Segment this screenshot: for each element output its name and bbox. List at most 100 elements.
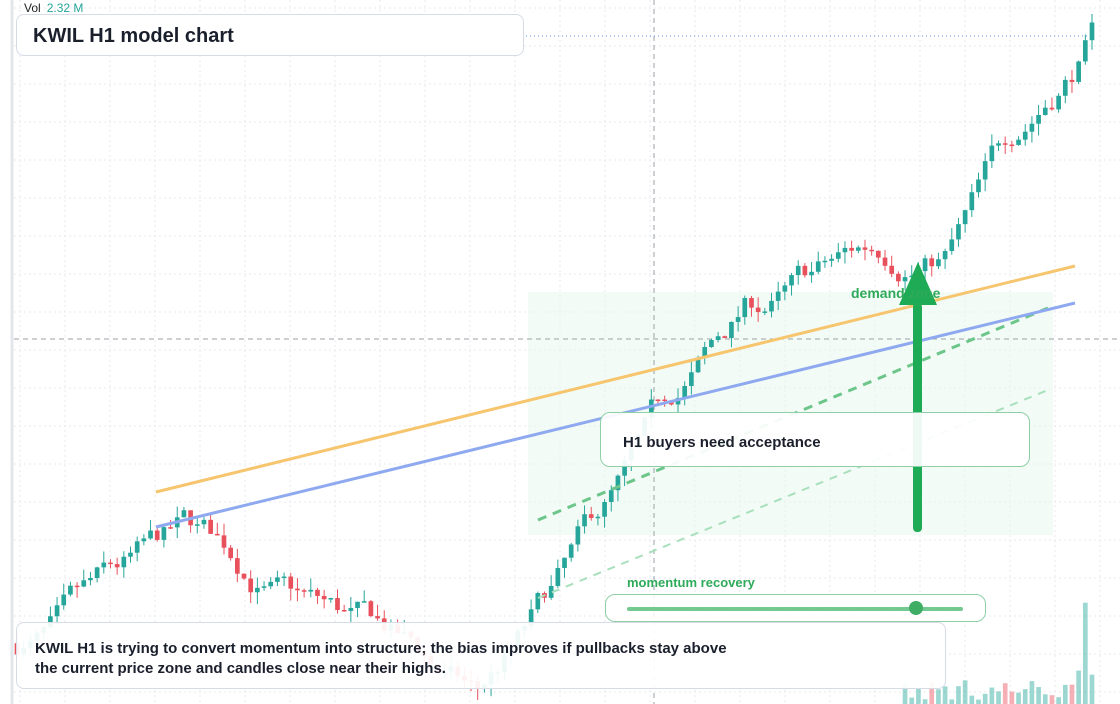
candle xyxy=(154,525,160,542)
candle xyxy=(1056,93,1061,113)
candle xyxy=(849,240,854,258)
candle xyxy=(301,588,307,598)
candle xyxy=(141,534,147,546)
candle xyxy=(1029,116,1035,143)
volume-bar xyxy=(936,689,941,704)
candle xyxy=(275,570,280,587)
candle xyxy=(829,254,834,267)
candle xyxy=(228,545,234,561)
candle xyxy=(81,569,87,588)
volume-bar xyxy=(1049,695,1055,704)
volume-bar xyxy=(922,699,928,704)
volume-bar xyxy=(902,684,908,704)
candle xyxy=(128,546,133,563)
candle xyxy=(882,249,888,271)
volume-bar xyxy=(949,699,955,704)
candle xyxy=(969,184,975,217)
volume-bar xyxy=(1082,602,1088,704)
candle xyxy=(121,551,127,578)
candle xyxy=(248,570,254,603)
candle xyxy=(996,140,1001,152)
candle xyxy=(188,510,193,533)
candle xyxy=(729,321,734,348)
candle xyxy=(802,263,808,278)
candle xyxy=(822,256,828,268)
candle xyxy=(194,518,200,534)
candle xyxy=(268,577,274,590)
candle xyxy=(855,245,861,254)
candle xyxy=(662,395,668,407)
candle xyxy=(535,591,541,614)
volume-bar xyxy=(1069,684,1075,704)
candle xyxy=(942,248,948,270)
candle xyxy=(582,505,587,534)
candle xyxy=(255,577,260,605)
volume-bar xyxy=(976,699,981,704)
candle xyxy=(88,571,93,586)
candle xyxy=(261,581,267,591)
candle xyxy=(201,517,207,529)
momentum-label: momentum recovery xyxy=(627,575,755,590)
candle xyxy=(956,217,961,247)
candle xyxy=(375,604,380,621)
volume-bar xyxy=(1022,689,1028,704)
volume-bar xyxy=(956,686,961,704)
momentum-knob xyxy=(908,601,923,615)
volume-bar xyxy=(969,695,975,704)
volume-bar xyxy=(989,687,995,704)
candle xyxy=(1042,100,1048,116)
chart-title-panel: KWIL H1 model chart xyxy=(16,14,524,56)
candle xyxy=(815,251,821,275)
candle xyxy=(722,335,728,339)
candle xyxy=(982,153,988,192)
candle xyxy=(208,514,213,534)
candle xyxy=(1036,104,1041,136)
candle xyxy=(355,601,360,618)
candle xyxy=(842,241,848,264)
candle xyxy=(1076,60,1081,85)
volume-bar xyxy=(962,680,968,704)
candle xyxy=(288,572,294,601)
candle xyxy=(889,255,895,278)
volume-bar xyxy=(1062,684,1068,704)
candle xyxy=(976,172,981,198)
candle xyxy=(361,590,367,603)
candle xyxy=(562,557,567,578)
candle xyxy=(575,519,581,552)
momentum-meter xyxy=(605,594,986,622)
candle xyxy=(161,524,167,548)
volume-bar xyxy=(1002,683,1008,704)
candle xyxy=(775,281,781,311)
candle xyxy=(936,252,941,270)
candle xyxy=(1049,97,1055,111)
candle xyxy=(1016,136,1021,146)
candle xyxy=(608,485,614,512)
candle xyxy=(1062,76,1068,104)
candle xyxy=(335,589,340,614)
candle xyxy=(702,341,708,365)
candle xyxy=(795,260,801,285)
volume-bar xyxy=(909,697,915,704)
candle xyxy=(789,273,794,296)
candle xyxy=(114,557,120,575)
candle xyxy=(68,581,73,597)
candle xyxy=(595,514,601,526)
candle xyxy=(134,536,140,562)
candle xyxy=(835,242,841,263)
candle xyxy=(281,572,287,587)
candle xyxy=(809,262,814,283)
volume-bars xyxy=(902,602,1095,704)
candle xyxy=(875,250,881,264)
candle xyxy=(341,604,347,612)
candle xyxy=(555,559,561,589)
candle xyxy=(235,548,240,583)
volume-bar xyxy=(1029,681,1035,704)
candle xyxy=(181,506,187,518)
volume-bar xyxy=(929,682,935,704)
candle xyxy=(949,227,955,255)
candle xyxy=(221,523,227,555)
volume-bar xyxy=(1016,692,1021,704)
candle xyxy=(769,292,774,318)
candle xyxy=(682,381,688,406)
candle xyxy=(1022,124,1028,146)
